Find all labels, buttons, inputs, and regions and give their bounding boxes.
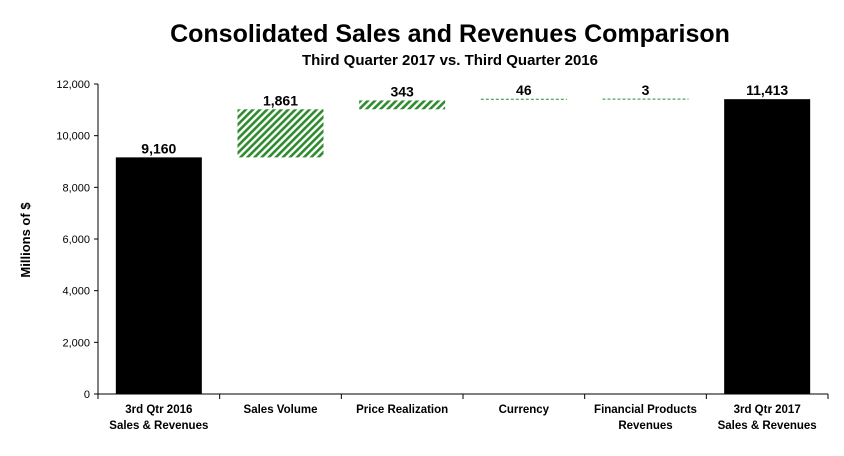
x-tick-label: Revenues: [618, 420, 672, 432]
y-tick-label: 4,000: [62, 286, 90, 298]
y-tick-label: 12,000: [56, 79, 90, 91]
x-tick-label: 3rd Qtr 2016: [125, 404, 192, 416]
y-tick-label: 10,000: [56, 131, 90, 143]
x-tick-label: Sales & Revenues: [718, 420, 817, 432]
data-label: 9,160: [141, 140, 176, 156]
y-tick-label: 6,000: [62, 234, 90, 246]
data-label: 1,861: [263, 92, 298, 108]
data-label: 46: [516, 82, 532, 98]
x-tick-label: Sales Volume: [244, 404, 318, 416]
bar-total: [115, 157, 202, 394]
data-label: 11,413: [746, 82, 788, 98]
chart-subtitle: Third Quarter 2017 vs. Third Quarter 201…: [302, 52, 598, 69]
x-tick-label: Sales & Revenues: [109, 420, 208, 432]
y-tick-label: 0: [84, 389, 90, 401]
y-tick-label: 8,000: [62, 182, 90, 194]
x-tick-label: Financial Products: [594, 404, 697, 416]
y-axis-label: Millions of $: [18, 202, 33, 278]
bar-increase: [237, 109, 324, 158]
bar-increase: [359, 100, 446, 110]
data-label: 3: [642, 82, 650, 98]
x-tick-label: 3rd Qtr 2017: [734, 404, 801, 416]
bar-total: [724, 99, 811, 394]
chart-title: Consolidated Sales and Revenues Comparis…: [170, 20, 730, 48]
y-tick-label: 2,000: [62, 337, 90, 349]
x-tick-label: Price Realization: [356, 404, 448, 416]
data-label: 343: [390, 83, 414, 99]
x-tick-label: Currency: [499, 404, 550, 416]
